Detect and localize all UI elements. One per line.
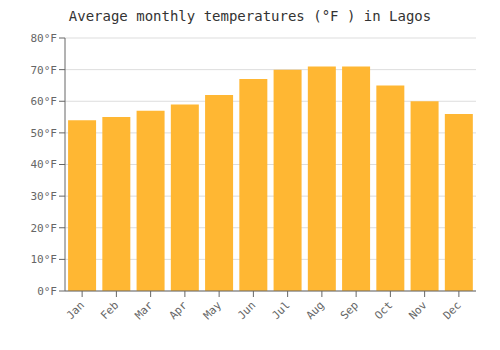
- svg-text:30°F: 30°F: [31, 190, 58, 203]
- svg-text:Sep: Sep: [338, 299, 361, 322]
- svg-text:Mar: Mar: [132, 298, 156, 322]
- svg-text:Nov: Nov: [406, 298, 430, 322]
- svg-text:60°F: 60°F: [31, 95, 58, 108]
- svg-text:40°F: 40°F: [31, 158, 58, 171]
- svg-text:Jan: Jan: [64, 299, 87, 322]
- svg-text:May: May: [201, 298, 225, 322]
- svg-text:Feb: Feb: [98, 299, 121, 322]
- svg-text:Jul: Jul: [269, 299, 292, 322]
- svg-text:20°F: 20°F: [31, 222, 58, 235]
- svg-text:10°F: 10°F: [31, 253, 58, 266]
- svg-text:70°F: 70°F: [31, 64, 58, 77]
- svg-text:Oct: Oct: [372, 299, 395, 322]
- svg-text:Aug: Aug: [304, 299, 327, 322]
- html-text:Average monthly temperatures (: Average monthly temperatures (°F ) in La…: [68, 8, 432, 24]
- svg-text:50°F: 50°F: [31, 127, 58, 140]
- svg-text:Dec: Dec: [441, 299, 464, 322]
- svg-text:80°F: 80°F: [31, 32, 58, 45]
- svg-text:Jun: Jun: [235, 299, 258, 322]
- svg-text:Apr: Apr: [167, 298, 191, 322]
- svg-text:0°F: 0°F: [37, 285, 57, 298]
